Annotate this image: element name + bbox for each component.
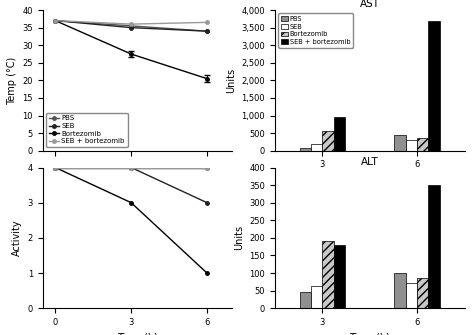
Bar (406, 140, 417, 151)
Legend: PBS, SEB, Bortezomib, SEB + bortezomib: PBS, SEB, Bortezomib, SEB + bortezomib (46, 113, 128, 147)
Bar (322, 131, 334, 151)
Bar (322, 241, 334, 308)
Title: AST: AST (360, 0, 380, 9)
Bar (417, 278, 428, 308)
Bar (394, 273, 406, 308)
Y-axis label: Temp (°C): Temp (°C) (7, 56, 17, 105)
Bar (428, 20, 440, 151)
Y-axis label: Units: Units (234, 225, 244, 251)
Bar (428, 185, 440, 308)
Legend: PBS, SEB, Bortezomib, SEB + bortezomib: PBS, SEB, Bortezomib, SEB + bortezomib (278, 13, 353, 48)
Bar (300, 148, 311, 151)
Y-axis label: Units: Units (226, 68, 236, 93)
X-axis label: Time (h): Time (h) (349, 332, 390, 335)
Bar (311, 286, 322, 308)
Bar (406, 283, 417, 308)
Bar (311, 144, 322, 151)
Title: ALT: ALT (361, 157, 379, 167)
Bar (334, 245, 345, 308)
Bar (394, 135, 406, 151)
Y-axis label: Activity: Activity (12, 219, 22, 256)
Bar (300, 292, 311, 308)
Bar (334, 117, 345, 151)
X-axis label: Time (h): Time (h) (117, 332, 158, 335)
Bar (417, 138, 428, 151)
